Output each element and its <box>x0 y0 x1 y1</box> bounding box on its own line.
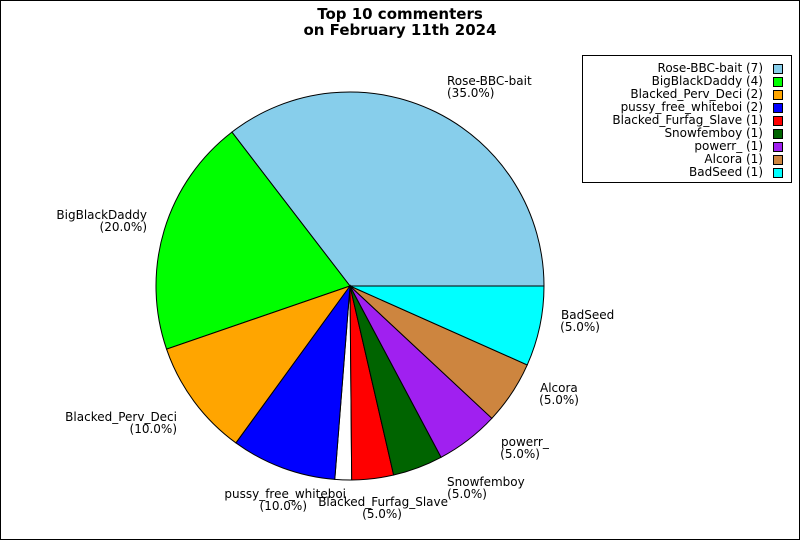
legend-swatch <box>773 141 783 152</box>
legend-item: BigBlackDaddy (4) <box>652 75 783 88</box>
legend-swatch <box>773 167 783 178</box>
legend-label: Blacked_Furfag_Slave (1) <box>612 113 763 127</box>
legend-item: powerr_ (1) <box>694 140 783 153</box>
legend-swatch <box>773 102 783 113</box>
legend-item: Rose-BBC-bait (7) <box>658 62 783 75</box>
legend-item: Blacked_Furfag_Slave (1) <box>612 114 783 127</box>
chart-title-line-1: Top 10 commenters <box>317 5 483 23</box>
legend-swatch <box>773 76 783 87</box>
legend-item: Snowfemboy (1) <box>664 127 783 140</box>
legend-swatch <box>773 154 783 165</box>
legend: Rose-BBC-bait (7) BigBlackDaddy (4) Blacke… <box>582 55 792 183</box>
slice-label-4: Blacked_Furfag_Slave <box>318 495 448 509</box>
slice-label-7: Alcora <box>540 381 578 395</box>
legend-item: BadSeed (1) <box>689 166 783 179</box>
slice-label-1: BigBlackDaddy <box>56 208 147 222</box>
pie-slice-8 <box>349 285 545 366</box>
pie-slice-3 <box>235 284 351 480</box>
legend-item: pussy_free_whiteboi (2) <box>621 101 783 114</box>
legend-label: Alcora (1) <box>704 152 763 166</box>
legend-label: Snowfemboy (1) <box>664 126 763 140</box>
slice-percent-8: (5.0%) <box>560 320 600 334</box>
slice-percent-0: (35.0%) <box>447 86 494 100</box>
chart-title-line-2: on February 11th 2024 <box>303 21 497 39</box>
slice-label-6: powerr_ <box>501 435 550 449</box>
slice-label-2: Blacked_Perv_Deci <box>65 410 177 424</box>
legend-label: Blacked_Perv_Deci (2) <box>630 87 763 101</box>
chart-title: Top 10 commenters on February 11th 2024 <box>1 6 799 38</box>
legend-label: BigBlackDaddy (4) <box>651 74 763 88</box>
slice-percent-5: (5.0%) <box>447 487 487 501</box>
legend-item: Alcora (1) <box>704 153 783 166</box>
slice-label-8: BadSeed <box>561 308 614 322</box>
pie-slice-2 <box>165 285 352 444</box>
legend-item: Blacked_Perv_Deci (2) <box>630 88 783 101</box>
legend-label: BadSeed (1) <box>688 165 763 179</box>
legend-swatch <box>773 115 783 126</box>
pie-slice-1 <box>155 131 351 350</box>
slice-percent-1: (20.0%) <box>100 220 147 234</box>
slice-label-3: pussy_free_whiteboi <box>224 487 346 501</box>
slice-percent-3: (10.0%) <box>260 499 307 513</box>
pie-slice-0 <box>231 91 545 287</box>
slice-percent-2: (10.0%) <box>130 422 177 436</box>
legend-swatch <box>773 89 783 100</box>
legend-label: pussy_free_whiteboi (2) <box>620 100 763 114</box>
legend-swatch <box>773 128 783 139</box>
legend-label: Rose-BBC-bait (7) <box>657 61 763 75</box>
slice-label-0: Rose-BBC-bait <box>447 74 532 88</box>
legend-label: powerr_ (1) <box>694 139 763 153</box>
slice-percent-6: (5.0%) <box>500 447 540 461</box>
legend-swatch <box>773 63 783 74</box>
slice-percent-4: (5.0%) <box>362 507 402 521</box>
slice-label-5: Snowfemboy <box>447 475 525 489</box>
slice-percent-7: (5.0%) <box>539 393 579 407</box>
